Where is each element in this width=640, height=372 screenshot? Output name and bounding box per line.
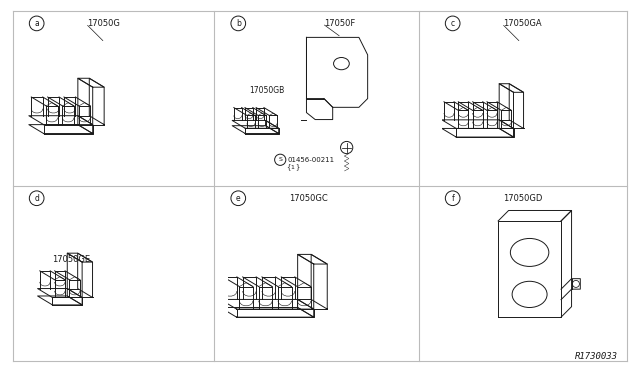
Text: a: a (35, 19, 39, 28)
Text: b: b (236, 19, 241, 28)
Text: 17050GD: 17050GD (504, 194, 543, 203)
Text: R1730033: R1730033 (575, 352, 618, 361)
Text: 17050F: 17050F (324, 19, 355, 28)
Text: 17050GE: 17050GE (52, 255, 90, 264)
Text: S: S (278, 157, 282, 162)
Text: 17050G: 17050G (88, 19, 120, 28)
Text: e: e (236, 194, 241, 203)
Text: 1: 1 (291, 165, 294, 170)
Text: 17050GB: 17050GB (249, 86, 284, 95)
Text: f: f (451, 194, 454, 203)
Text: c: c (451, 19, 455, 28)
Text: 17050GA: 17050GA (504, 19, 542, 28)
Text: 17050GC: 17050GC (289, 194, 328, 203)
Text: 01456-00211: 01456-00211 (287, 157, 334, 163)
Text: {  }: { } (287, 163, 301, 170)
Text: d: d (34, 194, 39, 203)
